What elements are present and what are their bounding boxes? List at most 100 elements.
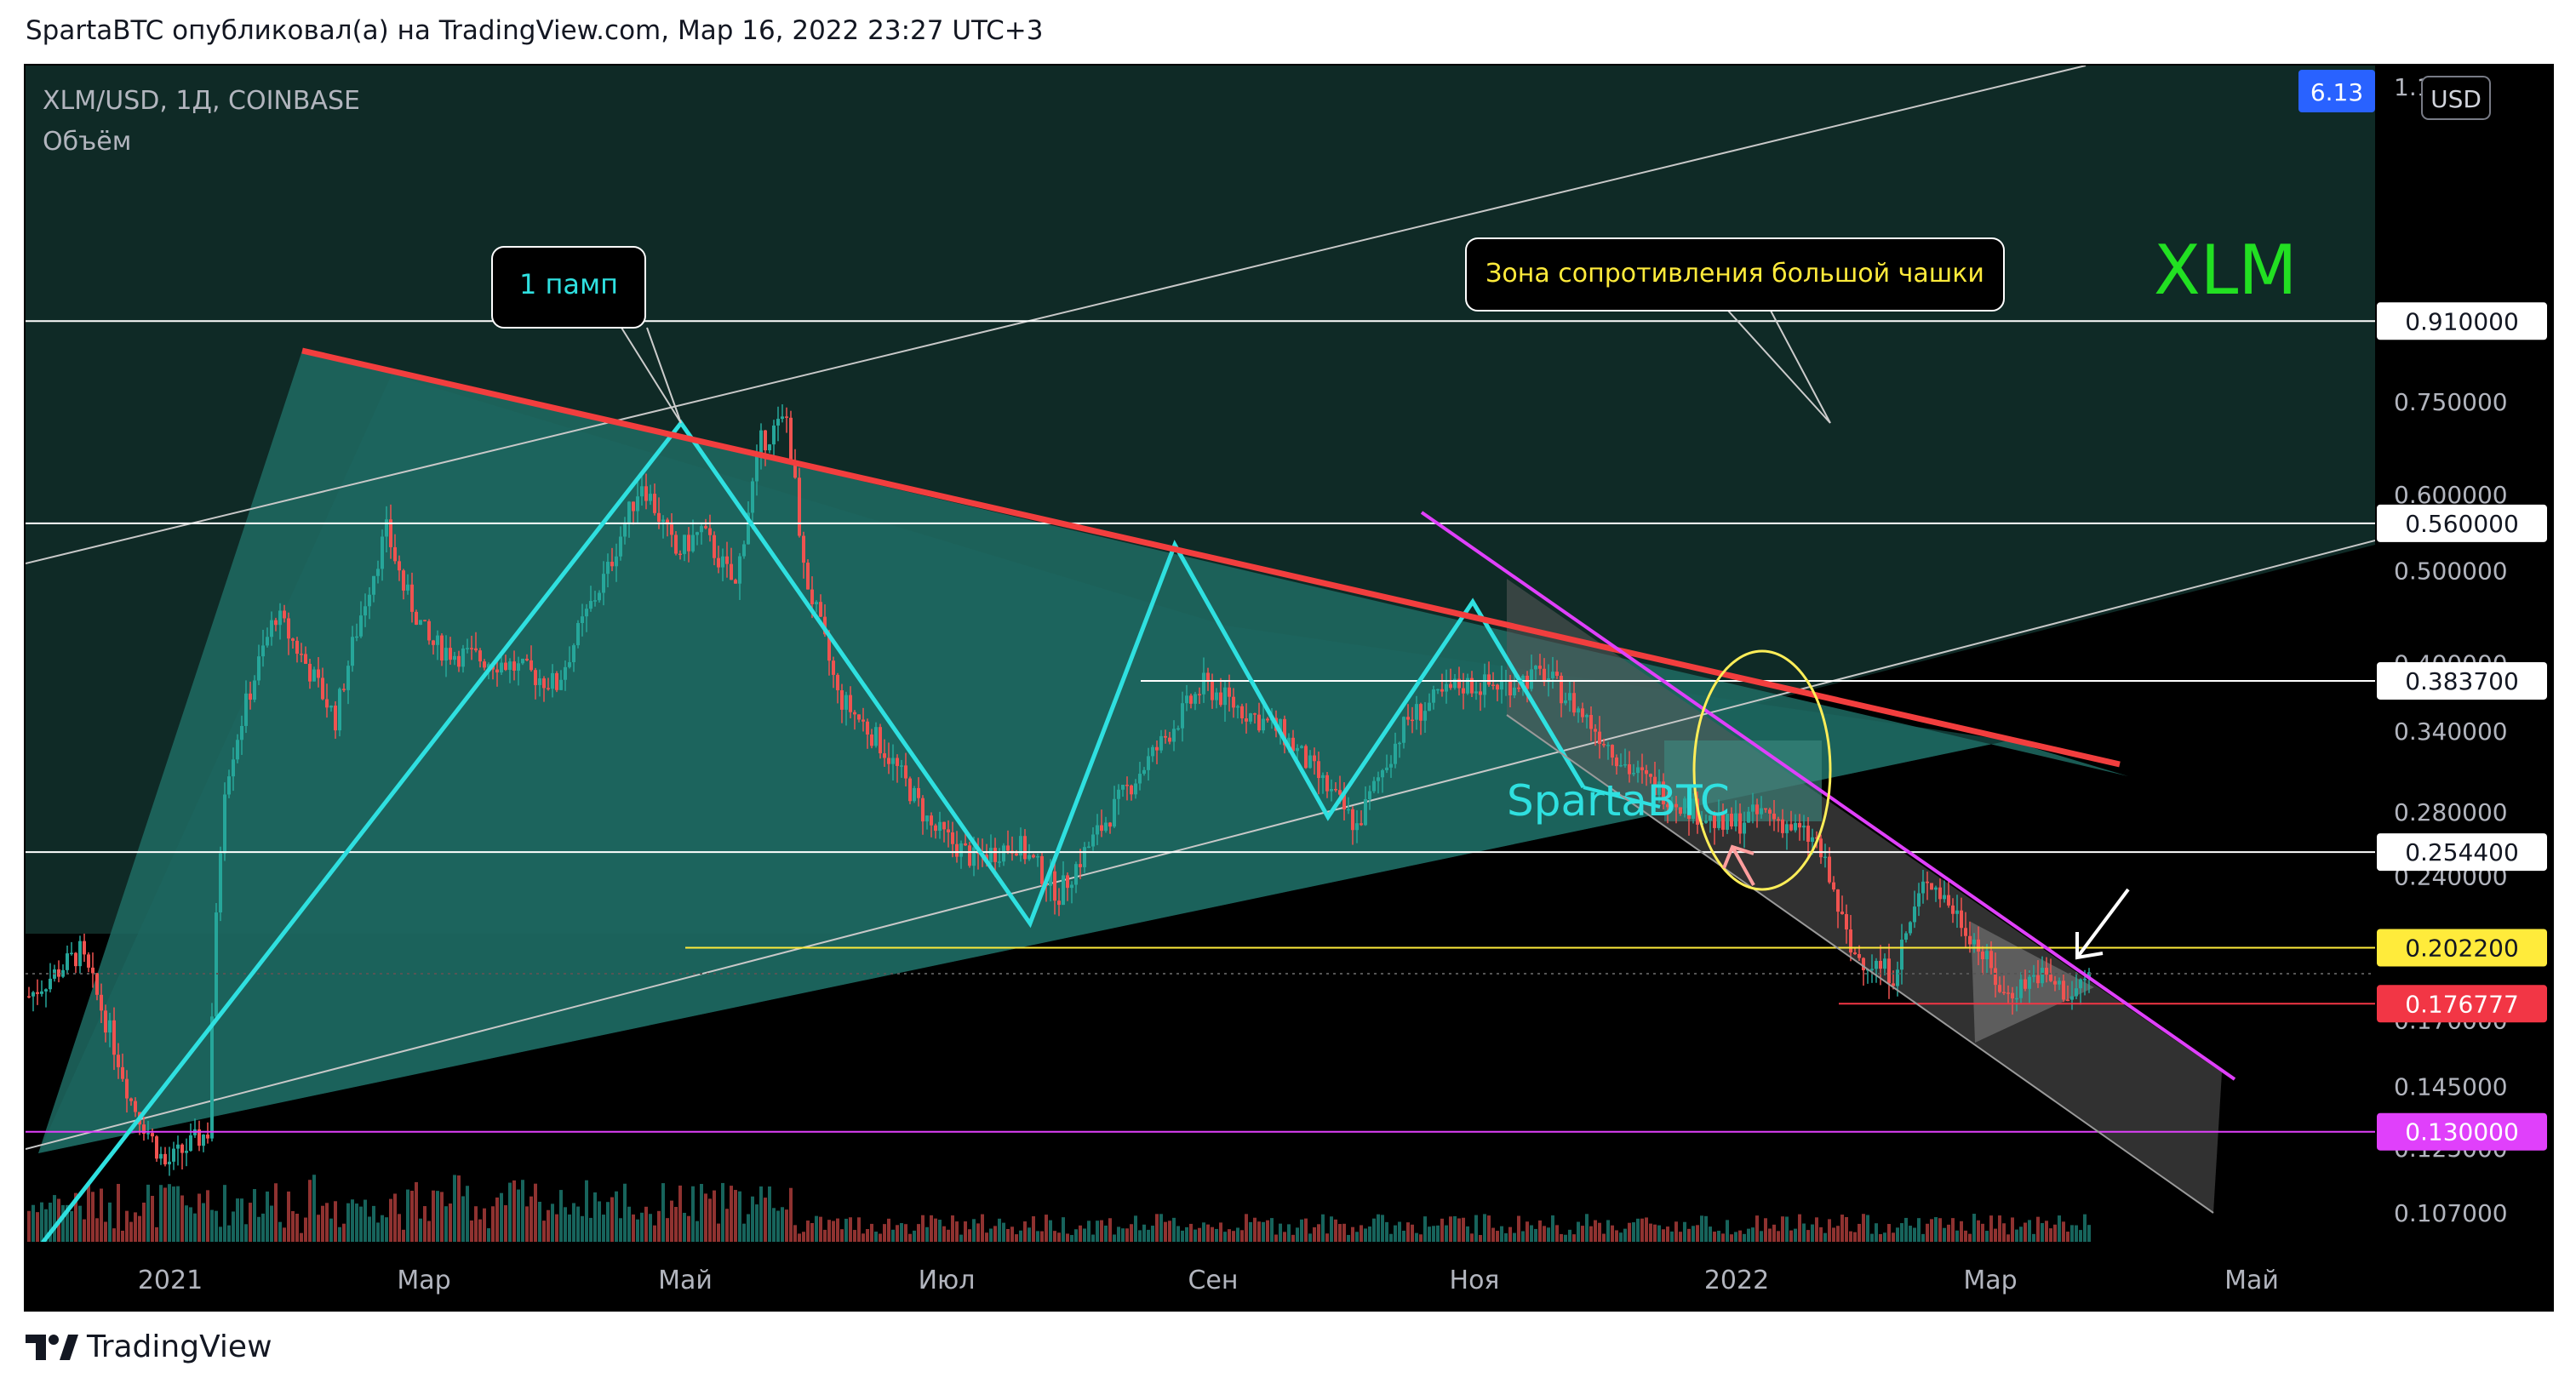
- volume-bar: [1551, 1215, 1554, 1242]
- volume-bar: [589, 1217, 592, 1242]
- candle-body: [708, 528, 712, 535]
- volume-bar: [49, 1203, 52, 1242]
- volume-bar: [470, 1220, 473, 1242]
- volume-bar: [653, 1225, 656, 1242]
- volume-bar: [1108, 1218, 1112, 1242]
- candle-body: [1628, 763, 1631, 775]
- candle-body: [49, 978, 52, 990]
- volume-bar: [108, 1202, 112, 1242]
- candle-body: [1449, 683, 1452, 689]
- candle-body: [1734, 813, 1737, 827]
- volume-bar: [368, 1216, 371, 1242]
- candle-body: [1432, 689, 1435, 703]
- volume-bar: [1700, 1215, 1703, 1242]
- volume-bar: [1440, 1218, 1444, 1242]
- candle-body: [1670, 803, 1674, 808]
- candle-body: [1632, 773, 1635, 775]
- volume-bar: [598, 1201, 601, 1242]
- candle-body: [1798, 822, 1801, 828]
- volume-bar: [1304, 1218, 1308, 1242]
- volume-bar: [329, 1218, 333, 1242]
- candle-body: [691, 535, 695, 552]
- candle-body: [1870, 969, 1874, 970]
- volume-bar: [1517, 1215, 1520, 1242]
- volume-bar: [1768, 1228, 1772, 1242]
- volume-bar: [1994, 1228, 1997, 1242]
- volume-bar: [1602, 1233, 1606, 1242]
- candle-body: [661, 519, 665, 522]
- candle-body: [1074, 864, 1078, 885]
- candle-body: [1858, 954, 1861, 958]
- zigzag-tail: [1583, 786, 1661, 809]
- volume-bar: [1858, 1223, 1861, 1242]
- candle-body: [1253, 713, 1257, 715]
- candle-body: [1100, 825, 1103, 832]
- candle-body: [100, 994, 103, 1011]
- volume-bar: [2075, 1225, 2078, 1242]
- candle-body: [1236, 706, 1239, 708]
- volume-bar: [1023, 1221, 1027, 1242]
- volume-bar: [925, 1226, 929, 1242]
- candle-body: [1721, 813, 1725, 830]
- volume-bar: [1887, 1224, 1891, 1242]
- volume-bar: [372, 1205, 375, 1242]
- candle-body: [1266, 718, 1269, 721]
- candle-body: [904, 765, 907, 779]
- candle-body: [1883, 958, 1886, 969]
- volume-bar: [1006, 1228, 1010, 1242]
- volume-bar: [768, 1186, 771, 1242]
- candle-body: [95, 973, 99, 995]
- level-label-3: 0.254400: [2405, 838, 2519, 866]
- volume-bar: [1726, 1220, 1729, 1242]
- level-badge-4: [2377, 929, 2547, 967]
- volume-bar: [879, 1233, 882, 1242]
- candle-body: [1015, 853, 1018, 856]
- currency-button[interactable]: [2421, 76, 2491, 120]
- candle-body: [1049, 871, 1052, 886]
- candle-body: [1440, 689, 1444, 692]
- candle-body: [1206, 672, 1210, 682]
- volume-bar: [887, 1218, 890, 1242]
- candle-body: [1994, 968, 1997, 986]
- candle-body: [1389, 763, 1393, 768]
- volume-bar: [1747, 1228, 1750, 1242]
- candle-body: [832, 660, 835, 675]
- volume-bar: [1623, 1228, 1627, 1242]
- candle-body: [917, 787, 920, 798]
- candle-body: [1887, 958, 1891, 984]
- candle-body: [470, 648, 473, 649]
- candle-body: [1304, 746, 1308, 769]
- volume-bar: [1185, 1226, 1188, 1242]
- volume-bar: [644, 1206, 648, 1242]
- volume-bar: [215, 1210, 218, 1242]
- volume-bar: [853, 1230, 856, 1242]
- volume-bar: [755, 1204, 758, 1242]
- volume-bar: [1479, 1234, 1482, 1242]
- volume-bar: [1764, 1218, 1767, 1242]
- candle-body: [1526, 675, 1529, 689]
- volume-bar: [1815, 1217, 1818, 1242]
- volume-bar: [1632, 1222, 1635, 1242]
- volume-bar: [964, 1221, 967, 1242]
- magenta-lower-line: [1506, 714, 2214, 1214]
- price-tick-label-6: 0.280000: [2394, 798, 2508, 826]
- candle-body: [1249, 713, 1252, 722]
- volume-bar: [1040, 1231, 1044, 1242]
- volume-bar: [1402, 1230, 1405, 1242]
- volume-bar: [993, 1226, 997, 1242]
- candle-body: [572, 645, 575, 663]
- volume-bar: [751, 1196, 754, 1242]
- volume-bar: [968, 1229, 971, 1242]
- candle-body: [1806, 826, 1810, 842]
- resistance-callout: Зона сопротивления большой чашки: [1465, 237, 2005, 312]
- candle-body: [121, 1066, 124, 1079]
- candle-body: [155, 1136, 158, 1159]
- candle-body: [696, 532, 699, 535]
- volume-bar: [1002, 1222, 1005, 1242]
- candle-body: [930, 815, 933, 826]
- candle-body: [815, 602, 818, 604]
- candle-body: [317, 669, 320, 678]
- volume-bar: [1934, 1217, 1938, 1242]
- volume-bar: [112, 1228, 116, 1242]
